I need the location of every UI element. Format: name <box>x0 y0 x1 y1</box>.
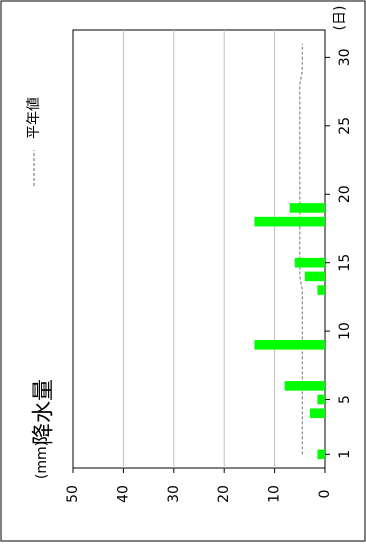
bar-day-18 <box>254 216 325 227</box>
bar-day-19 <box>289 203 325 213</box>
value-axis-ticks: 0 10 20 30 40 50 <box>65 468 333 503</box>
chart-title: 降水量 <box>32 379 57 445</box>
bar-day-13 <box>317 285 325 295</box>
day-tick-label-1: 1 <box>337 450 353 459</box>
legend-label: 平年値 <box>26 97 42 139</box>
day-tick-label-25: 25 <box>337 117 353 135</box>
bar-day-5 <box>317 394 325 405</box>
plot-area <box>72 29 326 469</box>
x-unit-label: (日) <box>332 6 348 31</box>
bar-day-14 <box>304 271 325 282</box>
bar-day-9 <box>254 340 325 350</box>
bar-day-4 <box>309 408 325 419</box>
y-unit-label: (mm) <box>34 441 50 479</box>
day-tick-label-30: 30 <box>337 48 353 66</box>
average-line <box>299 43 303 455</box>
value-tick-label-50: 50 <box>65 485 81 503</box>
value-tick-label-20: 20 <box>216 485 232 503</box>
day-tick-label-15: 15 <box>337 254 353 272</box>
day-tick-label-20: 20 <box>337 185 353 203</box>
day-tick-label-5: 5 <box>337 395 353 404</box>
value-tick-label-40: 40 <box>115 485 131 503</box>
bar-day-6 <box>284 381 325 391</box>
day-tick-label-10: 10 <box>337 322 353 340</box>
average-line-group <box>299 43 303 455</box>
value-tick-label-10: 10 <box>267 485 283 503</box>
bar-day-1 <box>317 449 325 460</box>
grid-lines <box>122 30 276 468</box>
value-tick-label-30: 30 <box>166 485 182 503</box>
bar-day-15 <box>294 257 325 268</box>
value-tick-label-0: 0 <box>317 490 333 499</box>
bars-group <box>254 203 325 460</box>
